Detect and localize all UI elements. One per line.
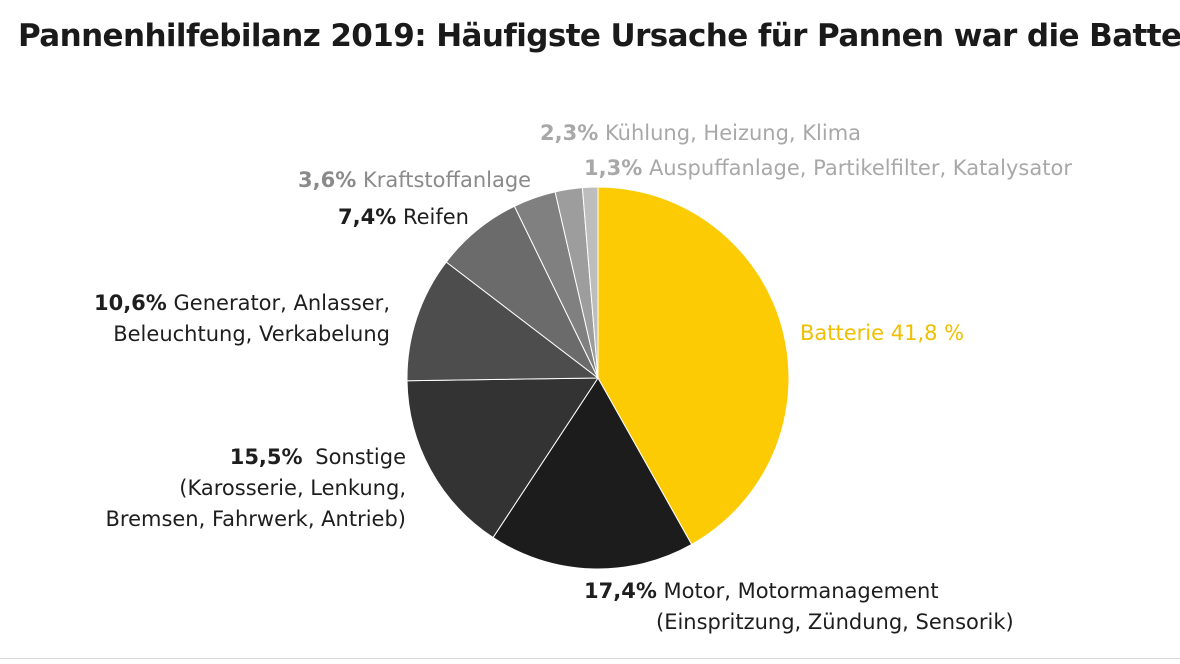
pie-slice-2-sonstige bbox=[406, 377, 599, 539]
slice-label-kuehlung-name: Kühlung, Heizung, Klima bbox=[604, 121, 862, 145]
chart-title: Pannenhilfebilanz 2019: Häufigste Ursach… bbox=[18, 18, 1180, 54]
slice-label-generator: 10,6% Generator, Anlasser, Beleuchtung, … bbox=[94, 288, 390, 350]
slice-label-batterie: Batterie 41,8 % bbox=[800, 318, 964, 349]
slice-label-sonstige-detail-1: (Karosserie, Lenkung, bbox=[179, 476, 406, 500]
slice-label-kuehlung-pct: 2,3% bbox=[540, 121, 599, 145]
slice-label-sonstige-detail-2: Bremsen, Fahrwerk, Antrieb) bbox=[105, 507, 406, 531]
bottom-divider bbox=[0, 658, 1180, 659]
slice-label-auspuff-pct: 1,3% bbox=[584, 156, 643, 180]
slice-label-generator-pct: 10,6% bbox=[93, 291, 167, 315]
slice-label-motor-name: Motor, Motormanagement bbox=[663, 579, 939, 603]
pie-slice-0-batterie bbox=[597, 186, 790, 546]
slice-label-generator-detail: Beleuchtung, Verkabelung bbox=[113, 322, 390, 346]
slice-label-reifen: 7,4% Reifen bbox=[338, 202, 469, 233]
slice-label-reifen-name: Reifen bbox=[402, 205, 469, 229]
slice-label-motor-pct: 17,4% bbox=[584, 579, 657, 603]
slice-label-sonstige-pct: 15,5% bbox=[229, 445, 303, 469]
slice-label-sonstige-name: Sonstige bbox=[315, 445, 406, 469]
slice-label-reifen-pct: 7,4% bbox=[338, 205, 397, 229]
slice-label-auspuff-name: Auspuffanlage, Partikelfilter, Katalysat… bbox=[648, 156, 1072, 180]
slice-label-sonstige: 15,5% Sonstige (Karosserie, Lenkung, Bre… bbox=[105, 442, 406, 535]
pie-slice-7-auspuffanlage-partikelfilter-katalysator bbox=[581, 186, 599, 379]
slice-label-kraftstoff: 3,6% Kraftstoffanlage bbox=[298, 165, 531, 196]
pie-slice-3-generator-anlasser bbox=[406, 261, 600, 382]
slice-label-kraftstoff-pct: 3,6% bbox=[298, 168, 357, 192]
pie-slice-1-motor-motormanagement bbox=[492, 377, 693, 570]
slice-label-motor-detail: (Einspritzung, Zündung, Sensorik) bbox=[656, 610, 1014, 634]
slice-label-motor: 17,4% Motor, Motormanagement (Einspritzu… bbox=[584, 576, 1014, 638]
slice-label-kuehlung: 2,3% Kühlung, Heizung, Klima bbox=[540, 118, 861, 149]
slice-label-kraftstoff-name: Kraftstoffanlage bbox=[362, 168, 532, 192]
slice-label-batterie-name: Batterie bbox=[800, 321, 885, 345]
slice-label-generator-name: Generator, Anlasser, bbox=[173, 291, 390, 315]
slice-label-auspuff: 1,3% Auspuffanlage, Partikelfilter, Kata… bbox=[584, 153, 1072, 184]
slice-label-batterie-pct: 41,8 % bbox=[890, 321, 965, 345]
